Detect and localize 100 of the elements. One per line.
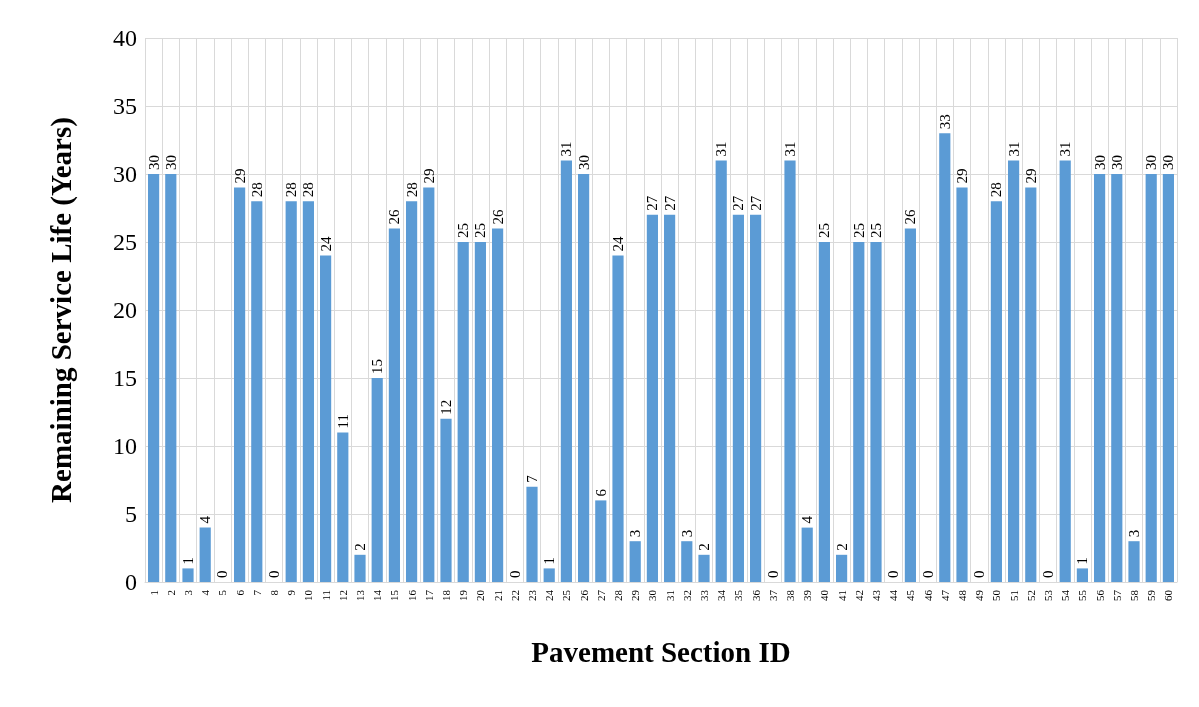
data-label: 7 [524,474,540,483]
x-tick-label: 49 [973,589,986,601]
x-tick-label: 55 [1076,589,1089,601]
bar [1008,160,1020,582]
data-label: 30 [1143,155,1160,170]
bar [1059,160,1071,582]
y-tick-label: 10 [113,433,137,459]
bar [681,541,693,582]
bar [1145,174,1157,582]
bar [836,554,848,582]
x-tick-label: 53 [1042,589,1054,601]
data-label: 0 [506,570,523,578]
data-label: 31 [1057,141,1074,157]
bar [423,187,435,582]
bar [870,242,882,582]
bar [285,201,297,582]
data-label: 2 [696,543,712,551]
data-label: 33 [936,114,953,130]
data-label: 0 [1040,570,1056,578]
bar [801,527,813,582]
bar [526,486,538,582]
data-label: 3 [678,529,695,538]
data-label: 1 [541,556,558,565]
y-tick-label: 40 [113,25,137,51]
data-label: 28 [988,182,1005,198]
bar [853,242,865,582]
bar [646,214,658,582]
x-tick-label: 18 [440,589,452,601]
x-tick-label: 20 [474,589,487,601]
x-tick-label: 1 [147,590,160,596]
data-label: 25 [455,223,472,238]
data-label: 29 [231,168,248,184]
data-label: 25 [816,223,833,238]
data-label: 27 [644,195,661,211]
bar [371,378,383,582]
bar [440,418,452,582]
x-tick-label: 3 [182,589,194,596]
data-label: 28 [248,182,265,198]
bar [1076,568,1088,582]
x-tick-label: 8 [268,589,280,596]
data-label: 11 [334,413,351,429]
x-tick-label: 12 [336,590,349,601]
data-label: 24 [317,236,334,252]
x-axis-title: Pavement Section ID [531,635,791,668]
x-tick-label: 42 [852,590,865,601]
x-tick-label: 23 [526,589,538,601]
data-label: 27 [661,195,678,211]
data-label: 25 [868,223,884,238]
y-tick-label: 0 [125,569,137,595]
x-tick-label: 56 [1093,589,1106,601]
x-tick-label: 44 [887,589,900,601]
data-label: 30 [575,155,592,170]
data-label: 1 [180,556,196,565]
data-label: 2 [833,543,850,551]
data-label: 30 [1091,155,1108,170]
bar [457,242,469,582]
x-tick-label: 9 [285,589,298,596]
bar [664,214,676,582]
bar [492,228,504,582]
data-label: 30 [145,155,162,170]
x-tick-label: 11 [319,590,332,601]
bar [406,201,418,582]
bar [302,201,314,582]
bar [148,174,160,582]
x-tick-label: 41 [835,590,848,601]
x-tick-label: 30 [646,589,659,601]
data-label: 27 [747,195,764,211]
x-tick-label: 40 [818,589,831,601]
x-tick-label: 28 [612,589,624,601]
data-label: 1 [1074,556,1091,565]
x-tick-label: 6 [233,589,246,596]
bar [1025,187,1037,582]
data-label: 0 [266,570,282,578]
bar [1111,174,1123,582]
x-tick-label: 37 [766,589,779,601]
x-tick-label: 24 [543,589,556,601]
y-tick-label: 15 [113,365,137,391]
x-tick-label: 47 [938,589,951,601]
data-label: 29 [420,168,437,184]
bar [354,554,366,582]
data-label: 3 [627,529,644,538]
x-tick-label: 27 [594,589,607,601]
x-tick-label: 48 [956,589,968,601]
x-tick-label: 16 [405,589,418,601]
y-tick-label: 5 [125,501,137,527]
data-label: 30 [1108,155,1125,170]
x-tick-label: 32 [680,590,693,601]
x-tick-label: 43 [870,589,882,601]
bar [732,214,744,582]
x-tick-label: 22 [508,590,521,601]
data-label: 27 [730,195,747,211]
data-label: 31 [558,141,575,157]
bar [199,527,211,582]
data-label: 3 [1126,529,1142,538]
x-tick-label: 5 [216,589,229,596]
data-label: 15 [369,359,386,374]
x-tick-label: 7 [250,589,263,596]
x-tick-label: 39 [801,589,814,601]
x-tick-label: 46 [921,589,934,601]
x-tick-label: 19 [457,589,470,601]
